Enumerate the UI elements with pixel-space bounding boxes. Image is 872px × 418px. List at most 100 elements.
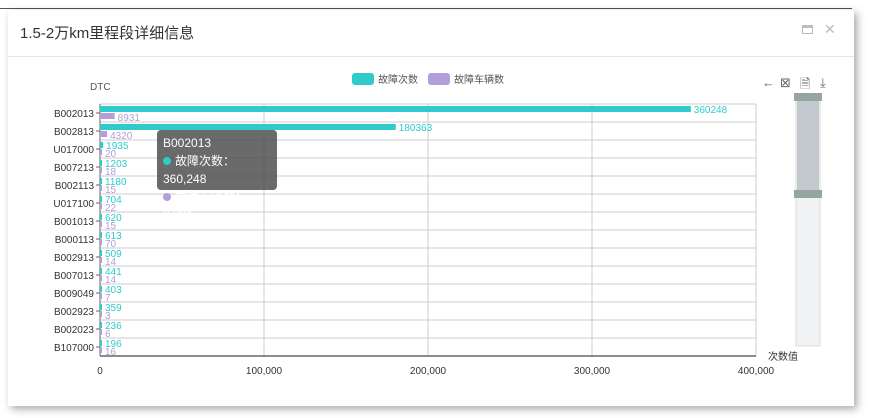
top-border — [0, 8, 852, 9]
tooltip-row1: 故障次数：360,248 — [163, 154, 236, 186]
data-label-series2: 14 — [105, 257, 117, 268]
y-tick-label: B007013 — [54, 271, 94, 282]
data-label-series1: 441 — [105, 267, 122, 278]
bar-series2 — [100, 257, 102, 263]
bar-series2 — [100, 239, 102, 245]
x-tick-label: 200,000 — [410, 366, 447, 377]
data-label-series1: 403 — [105, 285, 122, 296]
data-label-series2: 6 — [105, 329, 111, 340]
bar-series1 — [100, 142, 104, 148]
bar-series2 — [100, 131, 108, 137]
bar-series2 — [100, 203, 102, 209]
y-tick-label: U017100 — [53, 199, 94, 210]
back-icon[interactable]: ← — [762, 75, 775, 90]
bar-series1 — [100, 286, 102, 292]
y-tick-label: B107000 — [54, 343, 94, 354]
x-tick-label: 300,000 — [574, 366, 611, 377]
data-label-series2: 3 — [105, 311, 111, 322]
legend-label-series1: 故障次数 — [378, 73, 418, 86]
data-label-series1: 1180 — [105, 177, 127, 188]
data-label-series2: 15 — [105, 185, 117, 196]
close-icon[interactable]: ✕ — [824, 21, 836, 37]
bar-series1 — [100, 178, 102, 184]
series1-dot-icon — [163, 157, 171, 165]
bar-series1 — [100, 322, 102, 328]
bar-series2 — [100, 329, 102, 335]
bar-series1 — [100, 232, 102, 238]
data-label-series1: 1203 — [105, 159, 128, 170]
data-label-series2: 7 — [105, 293, 111, 304]
bar-series1 — [100, 124, 396, 130]
bar-series1 — [100, 196, 102, 202]
datazoom-handle-top[interactable] — [794, 93, 822, 101]
tooltip-title: B002013 — [163, 136, 212, 150]
y-tick-label: B002913 — [54, 253, 94, 264]
data-label-series2: 22 — [105, 203, 117, 214]
data-label-series2: 16 — [105, 347, 117, 358]
bar-series1 — [100, 340, 102, 346]
data-label-series2: 20 — [105, 149, 117, 160]
datazoom-selected-range — [797, 100, 819, 194]
data-label-series2: 8931 — [118, 113, 141, 124]
y-tick-label: B002923 — [54, 307, 94, 318]
bar-series1 — [100, 106, 691, 112]
bar-series1 — [100, 214, 102, 220]
bar-series2 — [100, 185, 102, 191]
x-tick-label: 100,000 — [246, 366, 283, 377]
bar-series2 — [100, 293, 102, 299]
bar-series2 — [100, 221, 102, 227]
series2-dot-icon — [163, 193, 171, 201]
bar-series1 — [100, 250, 102, 256]
bar-series1 — [100, 268, 102, 274]
y-axis-title: DTC — [90, 82, 111, 93]
y-tick-label: B002813 — [54, 127, 94, 138]
data-label-series2: 18 — [105, 167, 117, 178]
legend-swatch-series2 — [428, 73, 450, 85]
download-icon[interactable]: ⤓ — [820, 75, 826, 90]
excel-export-icon[interactable]: ⊠ — [780, 75, 791, 90]
modal-title: 1.5-2万km里程段详细信息 — [20, 25, 195, 42]
data-label-series1: 359 — [105, 303, 122, 314]
bar-series2 — [100, 275, 102, 281]
bar-series1 — [100, 160, 102, 166]
data-label-series2: 70 — [105, 239, 117, 250]
datazoom-handle-bottom[interactable] — [794, 190, 822, 198]
data-view-icon[interactable]: 🗎 — [800, 76, 811, 91]
y-tick-label: B000113 — [55, 235, 95, 246]
y-tick-label: U017000 — [53, 145, 94, 156]
data-label-series1: 236 — [105, 321, 122, 332]
tooltip-row2: 故障车辆数：8,931 — [163, 190, 248, 222]
bar-series2 — [100, 311, 102, 317]
y-tick-label: B002013 — [54, 109, 94, 120]
data-label-series1: 196 — [105, 339, 122, 350]
x-axis-title: 次数值 — [768, 350, 798, 363]
data-label-series2: 15 — [105, 221, 117, 232]
data-label-series2: 4320 — [110, 131, 133, 142]
bar-series2 — [100, 149, 102, 155]
y-tick-label: B002023 — [54, 325, 94, 336]
data-label-series2: 14 — [105, 275, 117, 286]
x-tick-label: 0 — [97, 366, 103, 377]
data-label-series1: 360248 — [694, 105, 728, 116]
data-label-series1: 1935 — [106, 141, 129, 152]
header-divider — [8, 56, 854, 57]
y-tick-label: B007213 — [54, 163, 94, 174]
legend-swatch-series1 — [352, 73, 374, 85]
data-label-series1: 509 — [105, 249, 122, 260]
y-tick-label: B001013 — [54, 217, 94, 228]
data-label-series1: 704 — [105, 195, 122, 206]
bar-series1 — [100, 304, 102, 310]
legend-label-series2: 故障车辆数 — [454, 73, 504, 86]
data-label-series1: 613 — [105, 231, 122, 242]
data-label-series1: 620 — [105, 213, 122, 224]
x-tick-label: 400,000 — [738, 366, 775, 377]
data-label-series1: 180363 — [399, 123, 433, 134]
bar-series2 — [100, 347, 102, 353]
y-tick-label: B002113 — [55, 181, 95, 192]
tooltip: B002013 故障次数：360,248 故障车辆数：8,931 — [157, 130, 277, 222]
bar-series2 — [100, 167, 102, 173]
maximize-icon[interactable] — [802, 25, 813, 34]
y-tick-label: B009049 — [54, 289, 94, 300]
bar-series2 — [100, 113, 115, 119]
